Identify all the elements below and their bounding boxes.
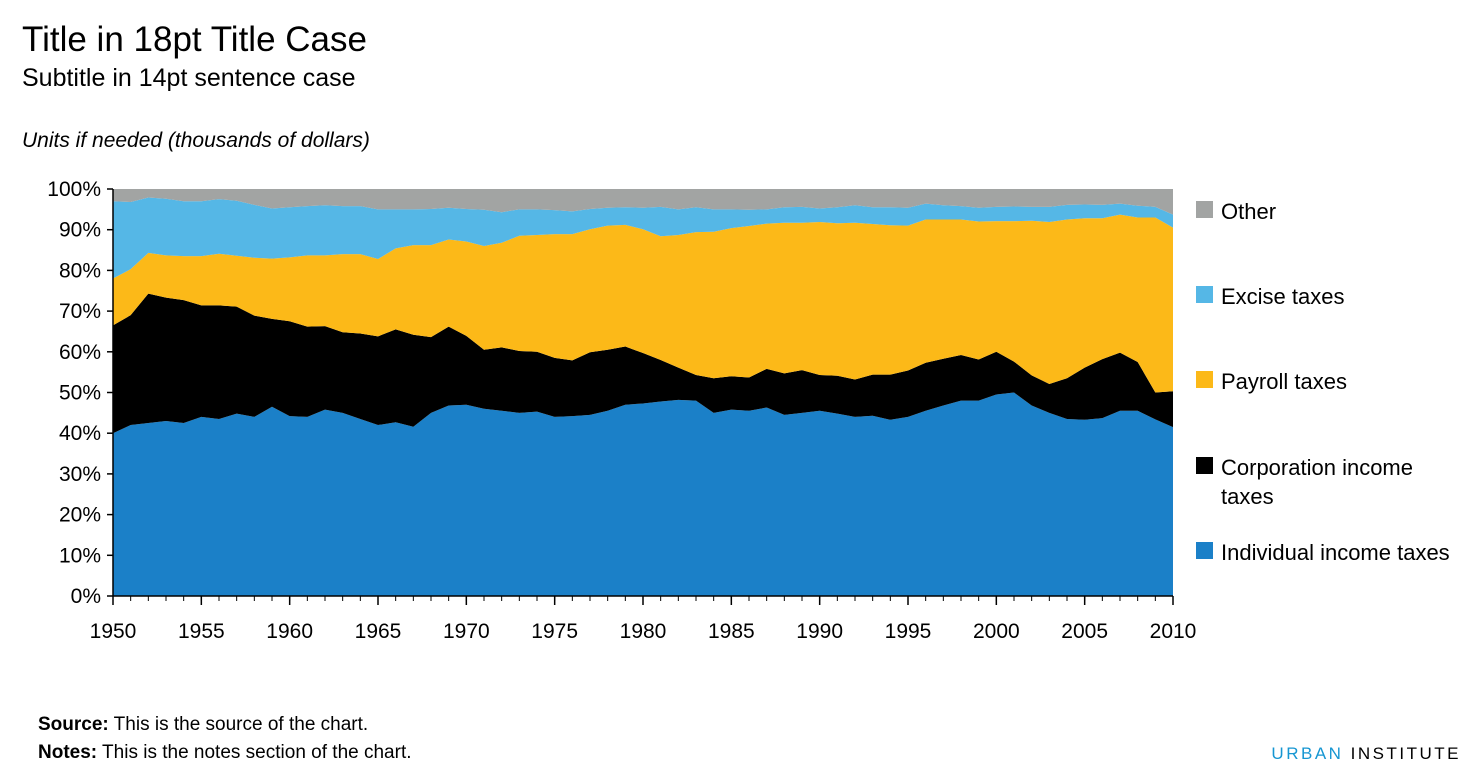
brand-logo: URBAN INSTITUTE	[1271, 744, 1461, 764]
x-tick-label: 1990	[796, 620, 843, 643]
units-label: Units if needed (thousands of dollars)	[22, 129, 370, 152]
x-tick-label: 1995	[885, 620, 932, 643]
area-individual-income-taxes	[113, 392, 1173, 596]
x-tick-label: 1985	[708, 620, 755, 643]
y-tick-label: 90%	[59, 219, 101, 242]
legend-label: Excise taxes	[1221, 284, 1345, 309]
source-text: This is the source of the chart.	[108, 714, 369, 735]
chart-title: Title in 18pt Title Case	[22, 20, 367, 59]
legend-swatch	[1196, 286, 1213, 303]
brand-word-institute: INSTITUTE	[1343, 744, 1461, 763]
source-note: Source: This is the source of the chart.	[38, 712, 368, 738]
brand-word-urban: URBAN	[1271, 744, 1344, 763]
y-tick-label: 30%	[59, 463, 101, 486]
x-tick-label: 1965	[355, 620, 402, 643]
x-tick-label: 1975	[531, 620, 578, 643]
x-tick-label: 1980	[620, 620, 667, 643]
source-label: Source:	[38, 714, 109, 735]
y-tick-label: 10%	[59, 544, 101, 567]
notes-label: Notes:	[38, 742, 98, 763]
legend-item: Other	[1196, 197, 1476, 226]
legend-item: Corporation income taxes	[1196, 453, 1476, 511]
y-tick-label: 60%	[59, 341, 101, 364]
legend-label: Corporation income taxes	[1221, 455, 1413, 509]
notes-text: This is the notes section of the chart.	[97, 742, 412, 763]
legend-item: Payroll taxes	[1196, 367, 1476, 396]
y-tick-label: 80%	[59, 259, 101, 282]
x-tick-label: 2010	[1150, 620, 1197, 643]
legend-swatch	[1196, 201, 1213, 218]
chart-subtitle: Subtitle in 14pt sentence case	[22, 64, 356, 92]
x-tick-label: 1955	[178, 620, 225, 643]
x-tick-label: 1950	[90, 620, 137, 643]
legend-swatch	[1196, 457, 1213, 474]
x-tick-label: 1970	[443, 620, 490, 643]
legend-label: Individual income taxes	[1221, 540, 1450, 565]
y-tick-label: 100%	[47, 178, 101, 201]
y-tick-label: 50%	[59, 382, 101, 405]
legend-label: Other	[1221, 199, 1277, 224]
x-tick-label: 1960	[266, 620, 313, 643]
legend-swatch	[1196, 542, 1213, 559]
legend-label: Payroll taxes	[1221, 369, 1347, 394]
y-tick-label: 20%	[59, 504, 101, 527]
legend-item: Individual income taxes	[1196, 538, 1476, 567]
axes-group: 0% 10% 20% 30% 40% 50% 60% 70% 80% 90% 100% 1950 195…	[47, 178, 1196, 643]
y-tick-label: 70%	[59, 300, 101, 323]
x-tick-label: 2005	[1061, 620, 1108, 643]
area-series-group	[113, 189, 1173, 596]
legend-item: Excise taxes	[1196, 282, 1476, 311]
x-tick-label: 2000	[973, 620, 1020, 643]
area-excise-taxes	[113, 197, 1173, 279]
y-tick-label: 40%	[59, 422, 101, 445]
area-corporation-income-taxes	[113, 293, 1173, 434]
notes-note: Notes: This is the notes section of the …	[38, 740, 412, 766]
area-other	[113, 189, 1173, 215]
legend-swatch	[1196, 371, 1213, 388]
y-tick-label: 0%	[71, 585, 101, 608]
area-payroll-taxes	[113, 214, 1173, 393]
